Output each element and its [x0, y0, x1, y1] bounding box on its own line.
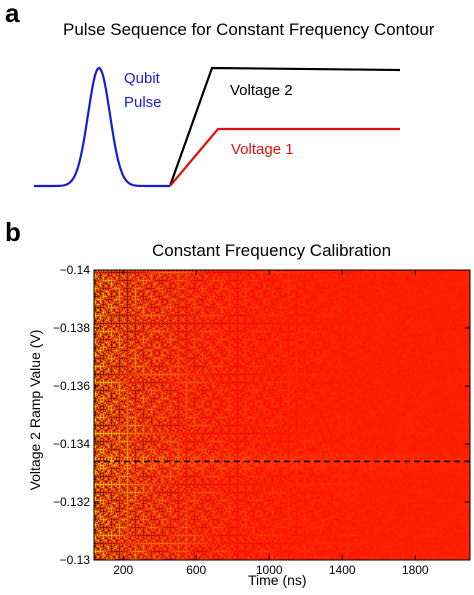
x-tick-label: 200	[113, 563, 133, 577]
y-tick-label: −0.134	[53, 437, 90, 451]
qubit-label-line2: Pulse	[124, 94, 162, 111]
qubit-label-line1: Qubit	[124, 70, 161, 87]
y-tick-label: −0.136	[53, 379, 90, 393]
x-tick-label: 600	[186, 563, 206, 577]
y-axis-label: Voltage 2 Ramp Value (V)	[27, 330, 43, 491]
y-tick-label: −0.138	[53, 321, 90, 335]
plot-frame	[93, 269, 471, 561]
panel-a-label: a	[5, 0, 20, 28]
y-tick-label: −0.132	[53, 495, 90, 509]
y-tick-label: −0.14	[60, 263, 91, 277]
x-tick-label: 1000	[256, 563, 283, 577]
pulse-sequence-diagram: Qubit Pulse Voltage 2 Voltage 1	[34, 66, 401, 188]
x-axis-label: Time (ns)	[248, 572, 307, 588]
y-tick-label: −0.13	[60, 553, 91, 567]
voltage-1-label: Voltage 1	[231, 141, 294, 158]
voltage-2-ramp-line	[168, 66, 401, 187]
heatmap-axes: 200 600 1000 1400 1800 −0.14 −0.138 −0.136 −0.13…	[53, 263, 471, 577]
x-tick-label: 1400	[329, 563, 356, 577]
qubit-pulse-curve	[34, 66, 170, 188]
x-tick-label: 1800	[402, 563, 429, 577]
voltage-2-label: Voltage 2	[230, 82, 293, 99]
chart-title: Constant Frequency Calibration	[152, 241, 392, 260]
voltage-1-ramp-line	[169, 127, 400, 187]
panel-b-label: b	[5, 217, 21, 247]
heatmap-image	[94, 270, 470, 560]
panel-a-title: Pulse Sequence for Constant Frequency Co…	[63, 20, 435, 39]
y-axis-label-container: Voltage 2 Ramp Value (V)	[27, 330, 43, 491]
